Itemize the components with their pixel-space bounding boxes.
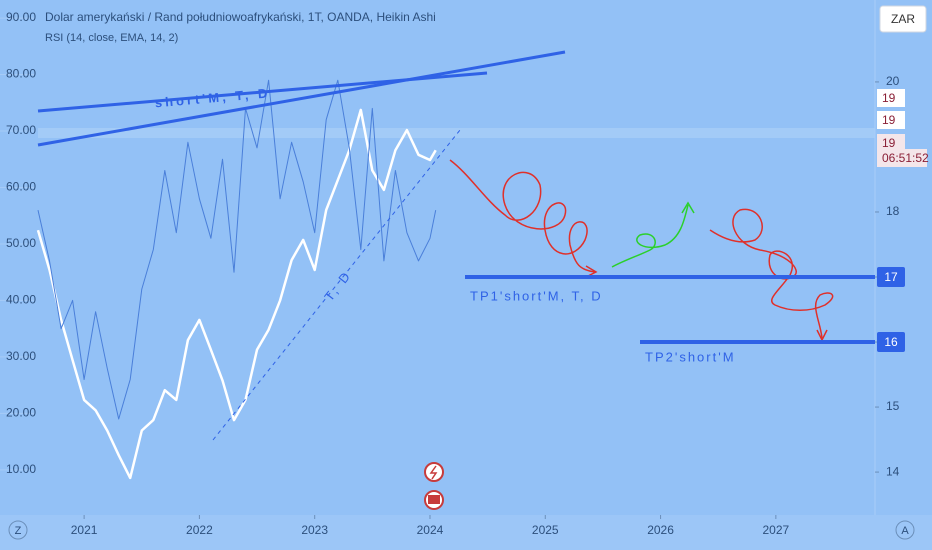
button[interactable] (895, 520, 915, 540)
x-tick-label: 2021 (71, 523, 98, 537)
button-label[interactable]: A (901, 525, 909, 537)
flag-icon (428, 495, 440, 504)
x-tick-label: 2023 (301, 523, 328, 537)
y2-tick-label: 20 (886, 74, 900, 88)
y-tick-label: 80.00 (6, 67, 36, 81)
y-tick-label: 20.00 (6, 406, 36, 420)
target-label: 17 (884, 270, 898, 284)
drawing (681, 201, 695, 214)
time-axis-bar (0, 515, 932, 550)
annotation: TP2'short'M (645, 349, 736, 364)
price-label: 06:51:52 (882, 151, 929, 165)
y2-tick-label: 14 (886, 464, 900, 478)
target-label: 16 (884, 335, 898, 349)
x-tick-label: 2024 (417, 523, 444, 537)
price-label: 19 (882, 91, 896, 105)
target-label-box (877, 332, 905, 353)
price-label: 19 (882, 113, 896, 127)
chart-subtitle: RSI (14, close, EMA, 14, 2) (45, 32, 178, 44)
currency-button[interactable] (879, 5, 927, 33)
rsi-band (38, 128, 875, 138)
x-tick-label: 2027 (762, 523, 789, 537)
button-label[interactable]: Z (15, 525, 22, 537)
annotation: TP1'short'M, T, D (470, 288, 603, 303)
price-label-box (877, 149, 927, 167)
y-tick-label: 10.00 (6, 462, 36, 476)
drawing (611, 204, 689, 268)
x-tick-label: 2026 (647, 523, 674, 537)
y-tick-label: 70.00 (6, 123, 36, 137)
y-tick-label: 90.00 (6, 10, 36, 24)
price-label: 19 (882, 136, 896, 150)
y2-tick-label: 15 (886, 399, 900, 413)
series-line (36, 108, 437, 480)
price-label-box (877, 111, 905, 129)
chart-title: Dolar amerykański / Rand południowoafryk… (45, 10, 436, 24)
y-tick-label: 40.00 (6, 293, 36, 307)
drawing (816, 329, 828, 342)
y-tick-label: 30.00 (6, 349, 36, 363)
trend-line (212, 129, 461, 441)
target-label-box (877, 267, 905, 288)
drawing (709, 208, 834, 339)
event-icon (429, 465, 438, 480)
currency[interactable]: ZAR (891, 12, 915, 26)
price-label-box (877, 134, 905, 152)
event-icon[interactable] (424, 462, 444, 482)
x-tick-label: 2025 (532, 523, 559, 537)
series-line (37, 79, 437, 420)
x-tick-label: 2022 (186, 523, 213, 537)
y2-tick-label: 18 (886, 204, 900, 218)
plot (36, 79, 437, 480)
drawing (449, 159, 596, 273)
price-label-box (877, 89, 905, 107)
y-tick-label: 50.00 (6, 236, 36, 250)
button[interactable] (8, 520, 28, 540)
y-tick-label: 60.00 (6, 180, 36, 194)
trend-line (37, 50, 566, 147)
